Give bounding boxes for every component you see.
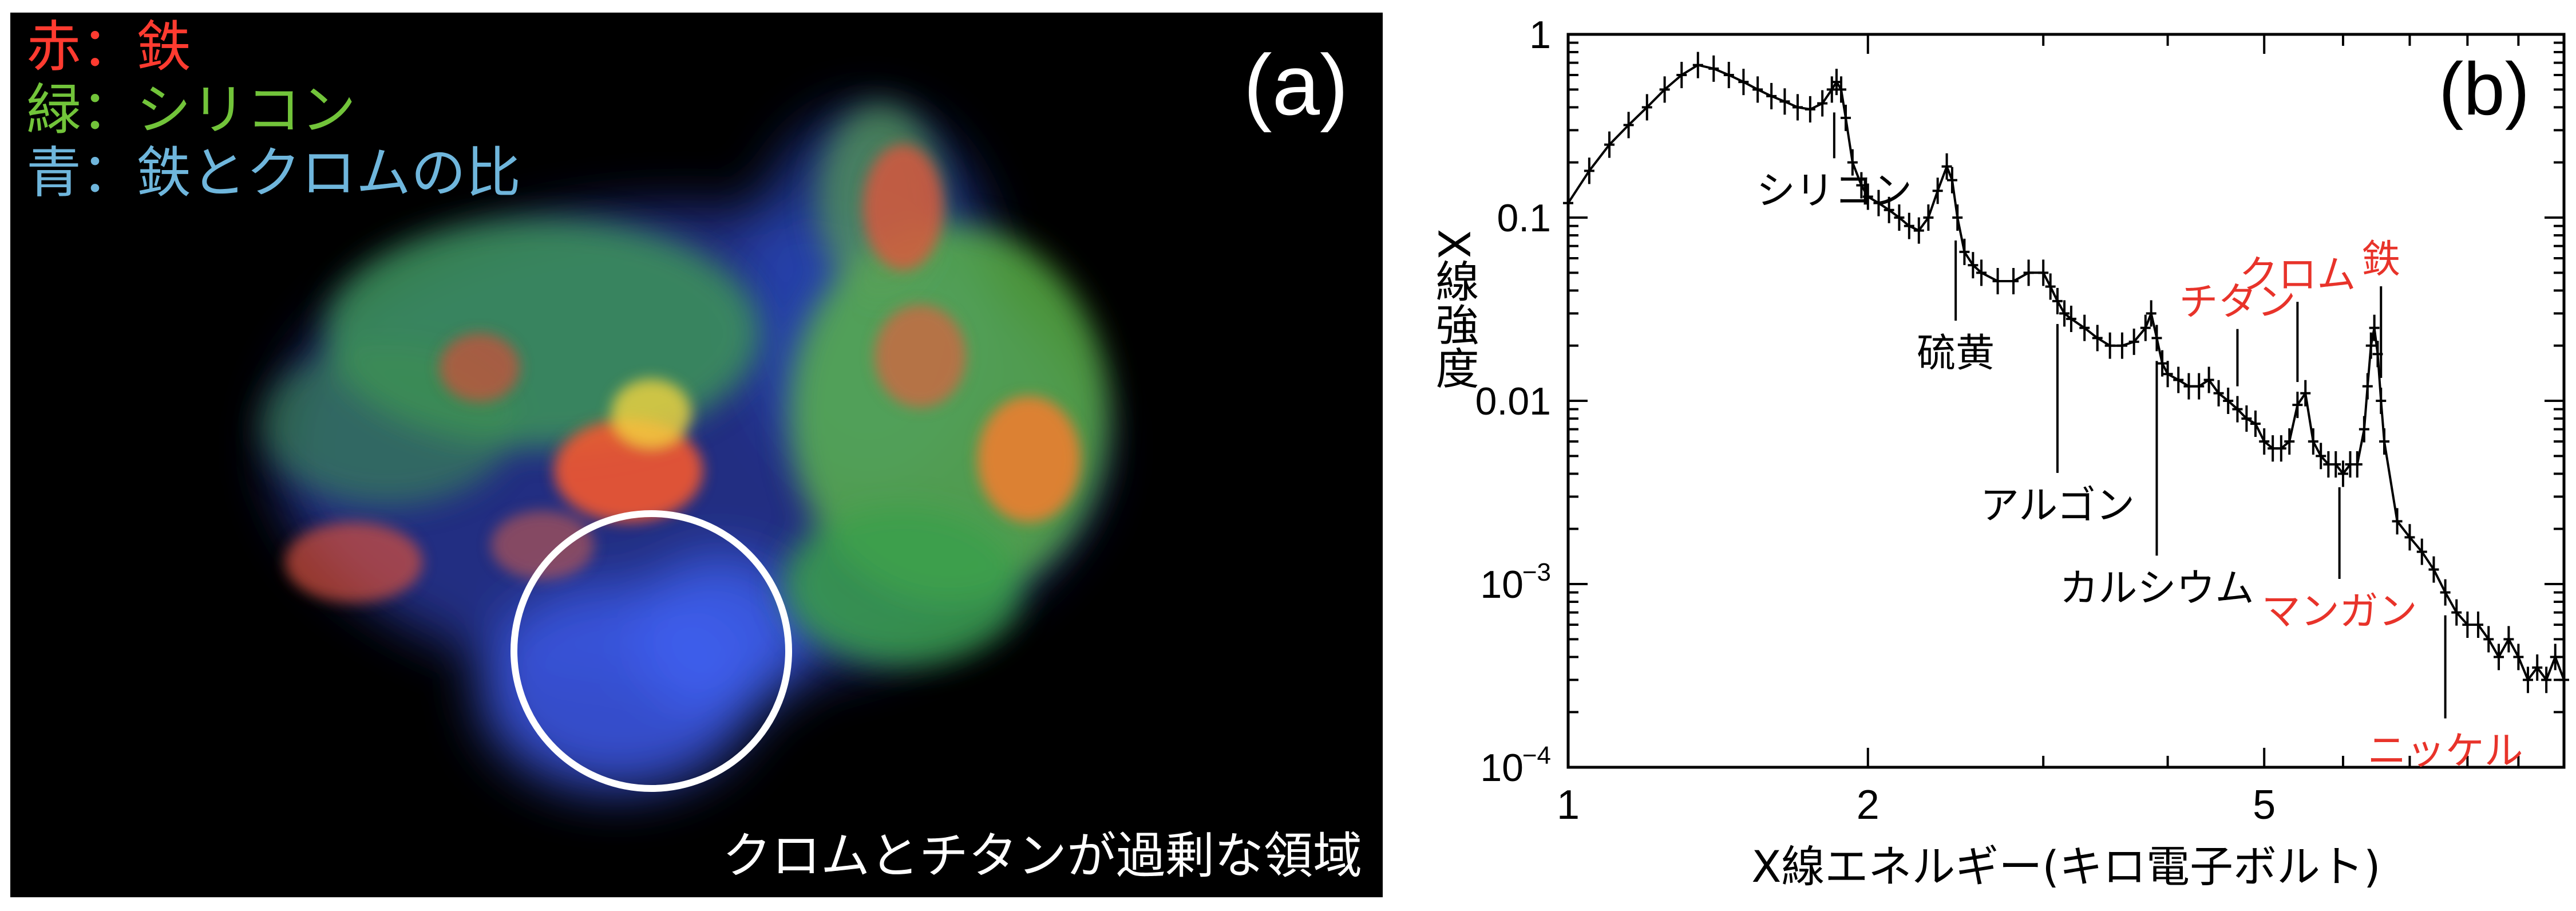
y-tick-exponent: −3 — [1522, 558, 1551, 586]
legend-color-word: 緑 — [26, 78, 81, 142]
legend-red-iron: 赤：鉄 — [26, 18, 191, 76]
y-axis-label: X線強度 — [1429, 229, 1479, 389]
legend-green-silicon: 緑：シリコン — [26, 81, 356, 139]
legend-separator: ： — [81, 141, 136, 205]
y-tick-label: 10 — [1480, 563, 1524, 606]
spectrum-chart: 1 2 510.10.0110−310−4X線エネルギー(キロ電子ボルト)X線強度(… — [1429, 13, 2569, 892]
region-caption: クロムとチタンが過剰な領域 — [722, 827, 1362, 885]
line-label: チタン — [2179, 280, 2296, 325]
plot-frame — [1566, 33, 2566, 769]
x-tick-label: 2 — [1857, 782, 1879, 828]
line-label: マンガン — [2262, 589, 2417, 634]
panel-b-tag: (b) — [2439, 47, 2530, 131]
line-label: 硫黄 — [1917, 331, 1995, 376]
legend-separator: ： — [81, 15, 136, 79]
region-highlight-circle — [511, 510, 792, 792]
remnant-red-emission — [285, 144, 1081, 602]
y-tick-label: 1 — [1529, 13, 1551, 57]
legend-color-word: 青 — [26, 141, 81, 205]
line-label: シリコン — [1756, 168, 1912, 214]
x-tick-label: 1 — [1557, 782, 1580, 828]
x-axis-label: X線エネルギー(キロ電子ボルト) — [1751, 841, 2380, 892]
y-tick-label: 0.01 — [1475, 380, 1551, 423]
y-tick-label: 0.1 — [1497, 196, 1551, 240]
line-label: カルシウム — [2059, 566, 2254, 611]
legend-separator: ： — [81, 78, 136, 142]
legend-element: 鉄とクロムの比 — [136, 141, 521, 205]
xray-image-panel: 赤：鉄 緑：シリコン 青：鉄とクロムの比 (a) クロムとチタンが過剰な領域 — [10, 13, 1383, 897]
line-label: アルゴン — [1980, 483, 2135, 529]
legend-blue-ratio: 青：鉄とクロムの比 — [26, 144, 521, 202]
line-label: クロム — [2239, 253, 2356, 298]
legend-element: 鉄 — [136, 15, 191, 79]
y-tick-exponent: −4 — [1522, 742, 1551, 770]
xray-spectrum-panel: 1 2 5 1 0.1 0.01 10 −3 10 −4 X線エネルギー(キロ電子ボルト) X線強度(… — [1385, 0, 2576, 909]
panel-a-tag: (a) — [1243, 37, 1348, 133]
x-tick-label: 5 — [2253, 782, 2276, 828]
line-label: ニッケル — [2368, 729, 2523, 774]
legend-color-word: 赤 — [26, 15, 81, 79]
line-label: 鉄 — [2361, 237, 2400, 282]
xray-composite-image — [262, 104, 1109, 792]
y-tick-label: 10 — [1480, 746, 1524, 790]
legend-element: シリコン — [136, 78, 356, 142]
